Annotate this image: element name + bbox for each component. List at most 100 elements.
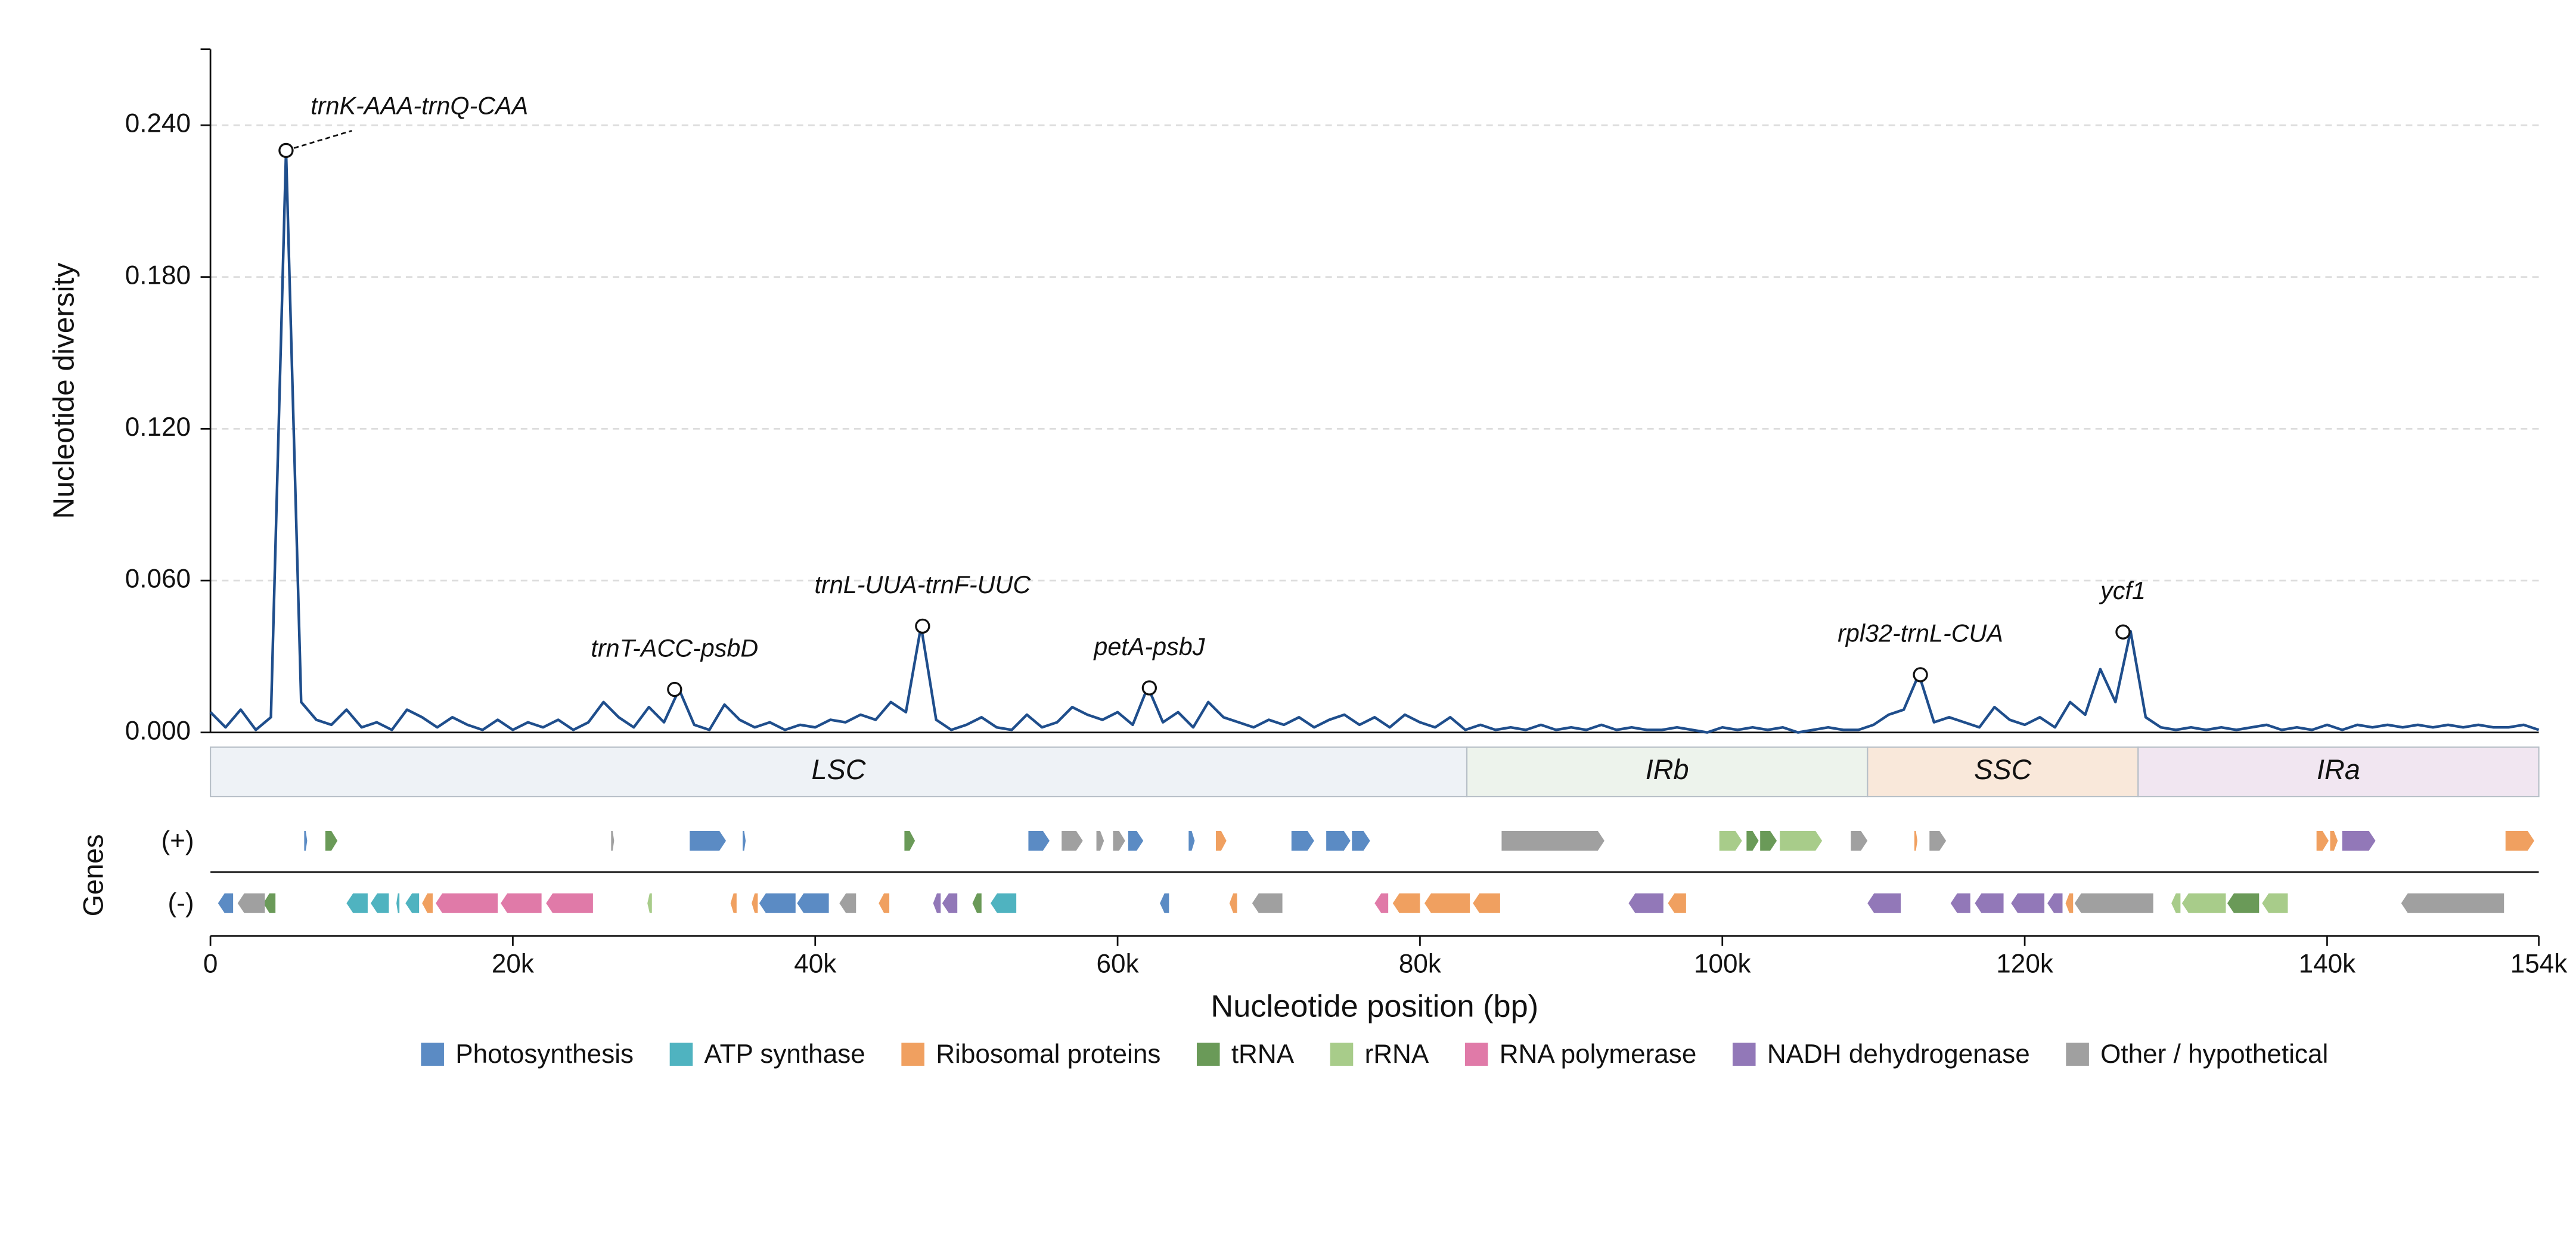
x-tick-label: 20k [492, 950, 535, 979]
gene [546, 893, 593, 913]
y-tick-label: 0.060 [125, 565, 191, 594]
x-tick-label: 0 [203, 950, 218, 979]
gene [2316, 830, 2329, 851]
x-tick-label: 140k [2299, 950, 2357, 979]
gene [1914, 830, 1917, 851]
gene [797, 893, 829, 913]
gene [2047, 893, 2063, 913]
legend-swatch [1732, 1043, 1756, 1066]
gene [730, 893, 737, 913]
gene [1160, 893, 1169, 913]
gene [304, 830, 308, 851]
annotation-label: trnT-ACC-psbD [591, 634, 758, 662]
gene [405, 893, 420, 913]
gene [2065, 893, 2074, 913]
x-tick-label: 60k [1097, 950, 1140, 979]
x-tick-label: 120k [1996, 950, 2054, 979]
gene [325, 830, 338, 851]
strand-label: (+) [161, 826, 194, 855]
legend-label: RNA polymerase [1500, 1040, 1697, 1069]
gene [1975, 893, 2004, 913]
annotation-point [915, 618, 930, 634]
y-tick-label: 0.180 [125, 260, 191, 290]
legend-label: rRNA [1365, 1040, 1429, 1069]
x-tick-label: 154k [2510, 950, 2568, 979]
gene [972, 893, 982, 913]
gene [1188, 830, 1195, 851]
legend-swatch [669, 1043, 693, 1066]
gene [218, 893, 234, 913]
strand-label: (-) [168, 889, 194, 918]
legend-label: Other / hypothetical [2100, 1040, 2328, 1069]
gene [1719, 830, 1742, 851]
y-tick-label: 0.000 [125, 716, 191, 745]
gene [2262, 893, 2288, 913]
gene [1229, 893, 1237, 913]
gene [879, 893, 890, 913]
gene [1851, 830, 1868, 851]
gene [2227, 893, 2260, 913]
gene [2181, 893, 2226, 913]
gene [2401, 893, 2504, 913]
y-tick-label: 0.120 [125, 413, 191, 442]
legend-label: Ribosomal proteins [936, 1040, 1160, 1069]
track-label: Genes [78, 834, 109, 916]
y-tick-label: 0.240 [125, 109, 191, 138]
gene [1326, 830, 1351, 851]
gene [237, 893, 265, 913]
region-band [1466, 746, 1869, 798]
annotation-label: trnL-UUA-trnF-UUC [815, 571, 1032, 598]
x-tick-label: 100k [1694, 950, 1752, 979]
gene [263, 893, 276, 913]
region-label: IRa [2317, 754, 2360, 785]
legend-label: Photosynthesis [455, 1040, 634, 1069]
gene [933, 893, 941, 913]
annotation-label: ycf1 [2099, 577, 2146, 604]
gene [1062, 830, 1083, 851]
annotation-label: petA-psbJ [1093, 633, 1205, 660]
gene [436, 893, 498, 913]
annotation-point [667, 681, 682, 697]
region-band [209, 746, 1468, 798]
annotation-leader [285, 130, 352, 151]
gene [1096, 830, 1104, 851]
gene [1628, 893, 1663, 913]
gene [370, 893, 389, 913]
gene [2074, 893, 2153, 913]
legend-swatch [2066, 1043, 2089, 1066]
gene [1929, 830, 1947, 851]
gene [904, 830, 915, 851]
gene [1950, 893, 1970, 913]
legend-label: tRNA [1231, 1040, 1295, 1069]
gene [1746, 830, 1759, 851]
gene [2330, 830, 2338, 851]
gene [1473, 893, 1500, 913]
region-label: IRb [1646, 754, 1689, 785]
gene [1374, 893, 1389, 913]
gene [1780, 830, 1823, 851]
gene [1867, 893, 1901, 913]
gene [1392, 893, 1420, 913]
gene [1424, 893, 1470, 913]
annotation-point [2115, 624, 2131, 640]
gene [1291, 830, 1314, 851]
x-axis-label: Nucleotide position (bp) [1211, 989, 1538, 1024]
gene [1128, 830, 1144, 851]
gene [1352, 830, 1370, 851]
gene [752, 893, 758, 913]
gene [501, 893, 542, 913]
annotation-point [1141, 680, 1157, 696]
gene [1501, 830, 1604, 851]
region-band [2137, 746, 2540, 798]
gene [759, 893, 796, 913]
region-label: LSC [812, 754, 867, 785]
gene [396, 893, 400, 913]
gene [1760, 830, 1777, 851]
annotation-label: trnK-AAA-trnQ-CAA [311, 92, 528, 120]
annotation-point [1913, 667, 1928, 683]
gene [690, 830, 727, 851]
legend-swatch [1464, 1043, 1488, 1066]
gene [2171, 893, 2181, 913]
annotation-label: rpl32-trnL-CUA [1838, 620, 2003, 647]
